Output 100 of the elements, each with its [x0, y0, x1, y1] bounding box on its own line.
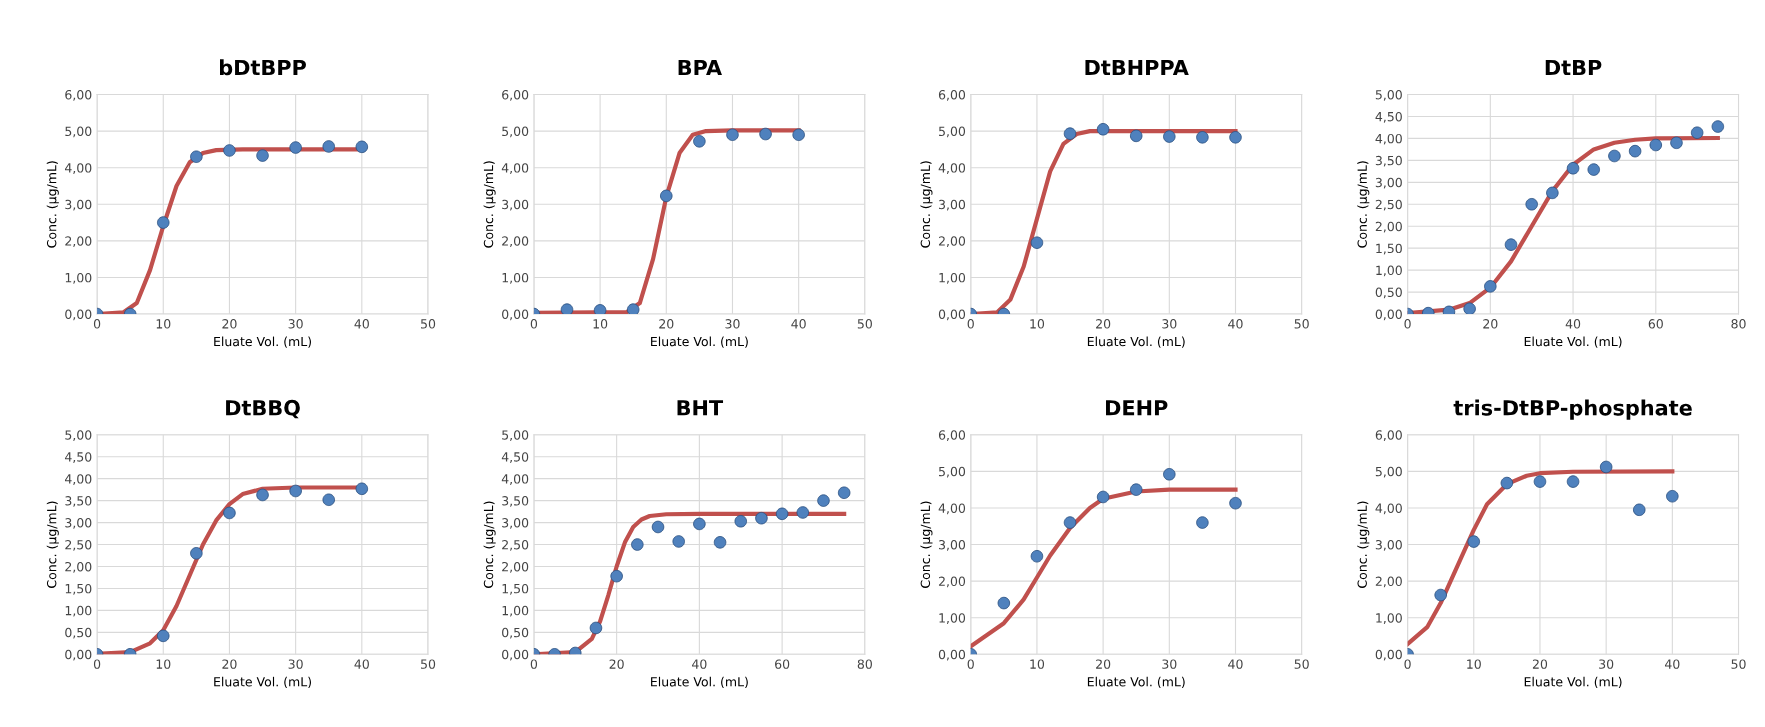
y-tick-label: 5,00	[65, 430, 92, 441]
y-tick-label: 1,00	[65, 605, 92, 617]
y-axis-title: Conc. (µg/mL)	[483, 161, 496, 248]
x-axis-title: Eluate Vol. (mL)	[651, 336, 748, 348]
y-tick-label: 2,00	[1375, 221, 1402, 233]
x-tick-label: 20	[609, 659, 624, 669]
x-axis-title: Eluate Vol. (mL)	[651, 676, 748, 688]
y-tick-label: 1,00	[939, 613, 966, 624]
x-tick-label: 0	[967, 659, 974, 669]
y-tick-label: 2,00	[1375, 576, 1402, 588]
y-tick-label: 3,00	[502, 518, 529, 529]
x-tick-label: 10	[593, 319, 608, 329]
y-tick-label: 4,00	[938, 163, 966, 174]
x-tick-label: 0	[530, 659, 538, 669]
y-tick-label: 2,00	[938, 236, 966, 248]
y-tick-label: 2,00	[65, 236, 92, 248]
y-tick-label: 0,50	[65, 627, 92, 639]
x-tick-label: 40	[354, 659, 369, 669]
x-tick-label: 10	[1030, 319, 1045, 329]
y-tick-label: 4,00	[64, 163, 92, 174]
x-tick-label: 30	[1162, 659, 1177, 669]
x-tick-label: 40	[791, 319, 806, 329]
y-tick-label: 1,00	[502, 272, 529, 284]
x-tick-label: 40	[1565, 319, 1581, 329]
line-series	[1407, 469, 1675, 647]
y-tick-label: 0,00	[502, 309, 529, 321]
y-tick-label: 3,00	[1375, 177, 1402, 189]
y-tick-label: 1,00	[65, 272, 92, 284]
y-tick-label: 2,00	[502, 561, 529, 573]
y-tick-label: 3,50	[1375, 155, 1402, 167]
y-tick-label: 4,00	[1375, 133, 1402, 145]
y-axis-title: Conc. (µg/mL)	[920, 161, 933, 248]
x-tick-label: 60	[1648, 319, 1663, 329]
y-tick-label: 2,50	[502, 540, 529, 551]
x-tick-label: 50	[857, 319, 872, 329]
y-tick-label: 5,00	[502, 430, 529, 441]
chart-title: BHT	[677, 400, 724, 416]
y-tick-label: 2,50	[1375, 199, 1402, 211]
x-tick-label: 20	[1532, 659, 1548, 669]
y-tick-label: 5,00	[939, 126, 966, 138]
x-tick-label: 20	[222, 659, 237, 669]
x-tick-label: 20	[1096, 659, 1111, 669]
y-tick-label: 3,50	[65, 496, 92, 507]
x-axis-title: Eluate Vol. (mL)	[1087, 676, 1185, 688]
x-tick-label: 30	[288, 659, 303, 669]
y-tick-label: 4,00	[501, 163, 529, 174]
y-tick-label: 5,00	[939, 466, 966, 478]
y-tick-label: 0,00	[1375, 649, 1402, 661]
x-tick-label: 0	[1404, 659, 1411, 669]
chart-title: tris-DtBP-phosphate	[1453, 399, 1692, 420]
y-tick-label: 0,00	[1375, 309, 1402, 321]
x-tick-label: 0	[530, 319, 538, 329]
x-axis-title: Eluate Vol. (mL)	[1087, 336, 1185, 348]
x-tick-label: 50	[421, 319, 436, 329]
chart-title: BPA	[678, 59, 722, 76]
x-tick-label: 30	[725, 319, 740, 329]
y-tick-label: 0,00	[938, 649, 966, 661]
y-tick-label: 4,00	[64, 474, 92, 485]
x-tick-label: 50	[1294, 659, 1309, 669]
y-tick-label: 0,00	[938, 309, 966, 321]
y-tick-label: 1,50	[502, 583, 529, 595]
chart-title: DEHP	[1106, 400, 1168, 416]
x-tick-label: 0	[1404, 319, 1411, 329]
y-tick-label: 3,00	[502, 199, 529, 211]
y-tick-label: 0,00	[65, 309, 92, 321]
y-tick-label: 0,00	[502, 649, 529, 661]
x-tick-label: 50	[421, 659, 436, 669]
chart-title: DtBP	[1545, 59, 1602, 76]
y-tick-label: 4,50	[501, 452, 529, 463]
y-tick-label: 1,50	[1376, 243, 1402, 255]
x-tick-label: 40	[354, 319, 369, 329]
y-tick-label: 1,50	[65, 583, 92, 595]
y-axis-title: Conc. (µg/mL)	[46, 161, 59, 248]
y-tick-label: 1,00	[1376, 265, 1402, 277]
x-tick-label: 80	[1731, 319, 1746, 329]
y-tick-label: 4,00	[938, 503, 966, 515]
x-tick-label: 40	[1665, 659, 1680, 669]
x-axis-title: Eluate Vol. (mL)	[214, 336, 311, 348]
y-tick-label: 1,00	[502, 605, 529, 617]
x-tick-label: 10	[1030, 659, 1045, 669]
y-tick-label: 2,00	[502, 236, 529, 248]
y-tick-label: 3,00	[65, 518, 92, 529]
y-tick-label: 6,00	[938, 430, 966, 441]
x-tick-label: 30	[288, 319, 303, 329]
x-tick-label: 30	[1162, 319, 1177, 329]
y-axis-title: Conc. (µg/mL)	[1357, 501, 1370, 588]
x-tick-label: 10	[156, 319, 171, 329]
y-tick-label: 3,00	[939, 540, 966, 551]
chart-title: bDtBPP	[220, 59, 306, 76]
x-tick-label: 20	[1483, 319, 1498, 329]
x-tick-label: 20	[1096, 319, 1111, 329]
x-tick-label: 80	[857, 659, 872, 669]
x-tick-label: 40	[1228, 659, 1243, 669]
chart-title: DtBHPPA	[1085, 59, 1189, 76]
x-tick-label: 40	[1228, 319, 1243, 329]
x-tick-label: 0	[967, 319, 974, 329]
y-tick-label: 6,00	[938, 89, 966, 101]
x-tick-label: 0	[93, 659, 101, 669]
y-tick-label: 5,00	[1375, 89, 1402, 101]
y-tick-label: 0,50	[502, 627, 529, 639]
